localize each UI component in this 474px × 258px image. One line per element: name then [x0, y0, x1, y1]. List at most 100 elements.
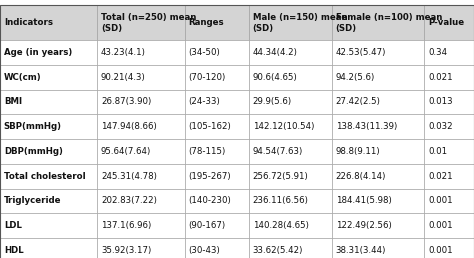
Bar — [185, 139, 249, 164]
Bar — [0, 139, 97, 164]
Text: 256.72(5.91): 256.72(5.91) — [253, 172, 309, 181]
Bar — [249, 189, 332, 213]
Bar — [97, 40, 185, 65]
Text: Male (n=150) mean
(SD): Male (n=150) mean (SD) — [253, 13, 347, 33]
Text: 236.11(6.56): 236.11(6.56) — [253, 197, 309, 205]
Text: (105-162): (105-162) — [189, 122, 231, 131]
Bar — [424, 213, 474, 238]
Bar — [424, 90, 474, 114]
Text: (90-167): (90-167) — [189, 221, 226, 230]
Text: BMI: BMI — [4, 98, 22, 106]
Text: 122.49(2.56): 122.49(2.56) — [336, 221, 392, 230]
Text: 245.31(4.78): 245.31(4.78) — [101, 172, 157, 181]
Bar — [424, 65, 474, 90]
Text: 184.41(5.98): 184.41(5.98) — [336, 197, 392, 205]
Text: 202.83(7.22): 202.83(7.22) — [101, 197, 157, 205]
Text: 0.34: 0.34 — [428, 48, 447, 57]
Text: 38.31(3.44): 38.31(3.44) — [336, 246, 386, 255]
Bar — [249, 65, 332, 90]
Text: 27.42(2.5): 27.42(2.5) — [336, 98, 381, 106]
Text: 95.64(7.64): 95.64(7.64) — [101, 147, 151, 156]
Bar — [249, 90, 332, 114]
Text: 0.001: 0.001 — [428, 197, 453, 205]
Text: 98.8(9.11): 98.8(9.11) — [336, 147, 380, 156]
Text: (34-50): (34-50) — [189, 48, 220, 57]
Bar — [0, 65, 97, 90]
Bar — [97, 164, 185, 189]
Bar — [424, 114, 474, 139]
Text: 140.28(4.65): 140.28(4.65) — [253, 221, 309, 230]
Bar — [424, 189, 474, 213]
Bar — [249, 40, 332, 65]
Bar — [97, 189, 185, 213]
Bar — [185, 40, 249, 65]
Bar — [332, 40, 424, 65]
Bar — [332, 5, 424, 40]
Text: DBP(mmHg): DBP(mmHg) — [4, 147, 63, 156]
Text: 0.021: 0.021 — [428, 73, 453, 82]
Bar — [249, 114, 332, 139]
Bar — [97, 114, 185, 139]
Text: (140-230): (140-230) — [189, 197, 231, 205]
Text: 44.34(4.2): 44.34(4.2) — [253, 48, 298, 57]
Text: 226.8(4.14): 226.8(4.14) — [336, 172, 386, 181]
Bar — [249, 213, 332, 238]
Text: 0.001: 0.001 — [428, 221, 453, 230]
Bar — [0, 164, 97, 189]
Bar — [0, 189, 97, 213]
Text: Triglyceride: Triglyceride — [4, 197, 61, 205]
Bar — [332, 114, 424, 139]
Bar — [249, 5, 332, 40]
Bar — [249, 139, 332, 164]
Bar — [424, 238, 474, 258]
Text: 35.92(3.17): 35.92(3.17) — [101, 246, 151, 255]
Text: 138.43(11.39): 138.43(11.39) — [336, 122, 397, 131]
Bar — [0, 114, 97, 139]
Text: Age (in years): Age (in years) — [4, 48, 72, 57]
Text: 0.001: 0.001 — [428, 246, 453, 255]
Text: 142.12(10.54): 142.12(10.54) — [253, 122, 314, 131]
Text: Total cholesterol: Total cholesterol — [4, 172, 85, 181]
Bar — [332, 238, 424, 258]
Text: (30-43): (30-43) — [189, 246, 220, 255]
Bar — [249, 164, 332, 189]
Bar — [97, 5, 185, 40]
Bar — [0, 238, 97, 258]
Bar — [97, 90, 185, 114]
Text: Female (n=100) mean
(SD): Female (n=100) mean (SD) — [336, 13, 442, 33]
Bar — [0, 213, 97, 238]
Text: Indicators: Indicators — [4, 18, 53, 27]
Text: (195-267): (195-267) — [189, 172, 231, 181]
Text: 137.1(6.96): 137.1(6.96) — [101, 221, 151, 230]
Text: 0.032: 0.032 — [428, 122, 453, 131]
Bar — [0, 40, 97, 65]
Text: 147.94(8.66): 147.94(8.66) — [101, 122, 157, 131]
Bar — [424, 139, 474, 164]
Bar — [0, 90, 97, 114]
Bar — [332, 139, 424, 164]
Bar — [185, 238, 249, 258]
Text: HDL: HDL — [4, 246, 23, 255]
Text: 29.9(5.6): 29.9(5.6) — [253, 98, 292, 106]
Text: SBP(mmHg): SBP(mmHg) — [4, 122, 62, 131]
Text: 43.23(4.1): 43.23(4.1) — [101, 48, 146, 57]
Text: 0.01: 0.01 — [428, 147, 447, 156]
Bar — [97, 213, 185, 238]
Text: 94.54(7.63): 94.54(7.63) — [253, 147, 303, 156]
Text: (70-120): (70-120) — [189, 73, 226, 82]
Bar — [185, 90, 249, 114]
Bar — [424, 5, 474, 40]
Text: WC(cm): WC(cm) — [4, 73, 41, 82]
Text: (24-33): (24-33) — [189, 98, 220, 106]
Bar — [332, 90, 424, 114]
Bar — [332, 189, 424, 213]
Bar — [185, 5, 249, 40]
Bar — [0, 5, 97, 40]
Text: 33.62(5.42): 33.62(5.42) — [253, 246, 303, 255]
Text: 42.53(5.47): 42.53(5.47) — [336, 48, 386, 57]
Text: (78-115): (78-115) — [189, 147, 226, 156]
Bar — [249, 238, 332, 258]
Text: 0.021: 0.021 — [428, 172, 453, 181]
Bar — [424, 40, 474, 65]
Bar — [97, 238, 185, 258]
